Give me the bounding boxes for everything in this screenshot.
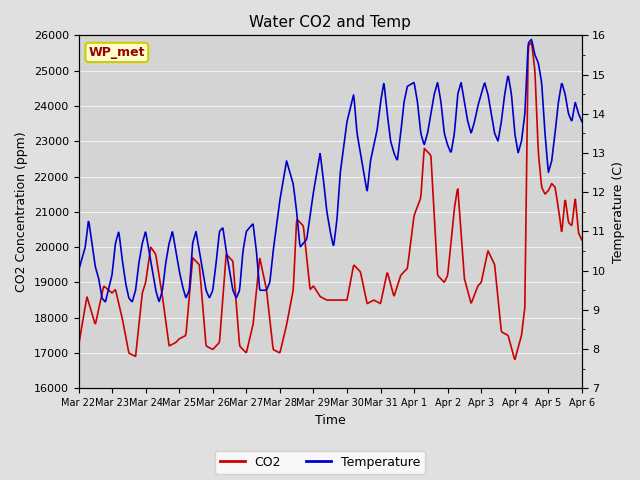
Legend: CO2, Temperature: CO2, Temperature [214, 451, 426, 474]
Text: WP_met: WP_met [88, 46, 145, 59]
Y-axis label: CO2 Concentration (ppm): CO2 Concentration (ppm) [15, 132, 28, 292]
X-axis label: Time: Time [315, 414, 346, 427]
Title: Water CO2 and Temp: Water CO2 and Temp [249, 15, 411, 30]
Y-axis label: Temperature (C): Temperature (C) [612, 161, 625, 263]
